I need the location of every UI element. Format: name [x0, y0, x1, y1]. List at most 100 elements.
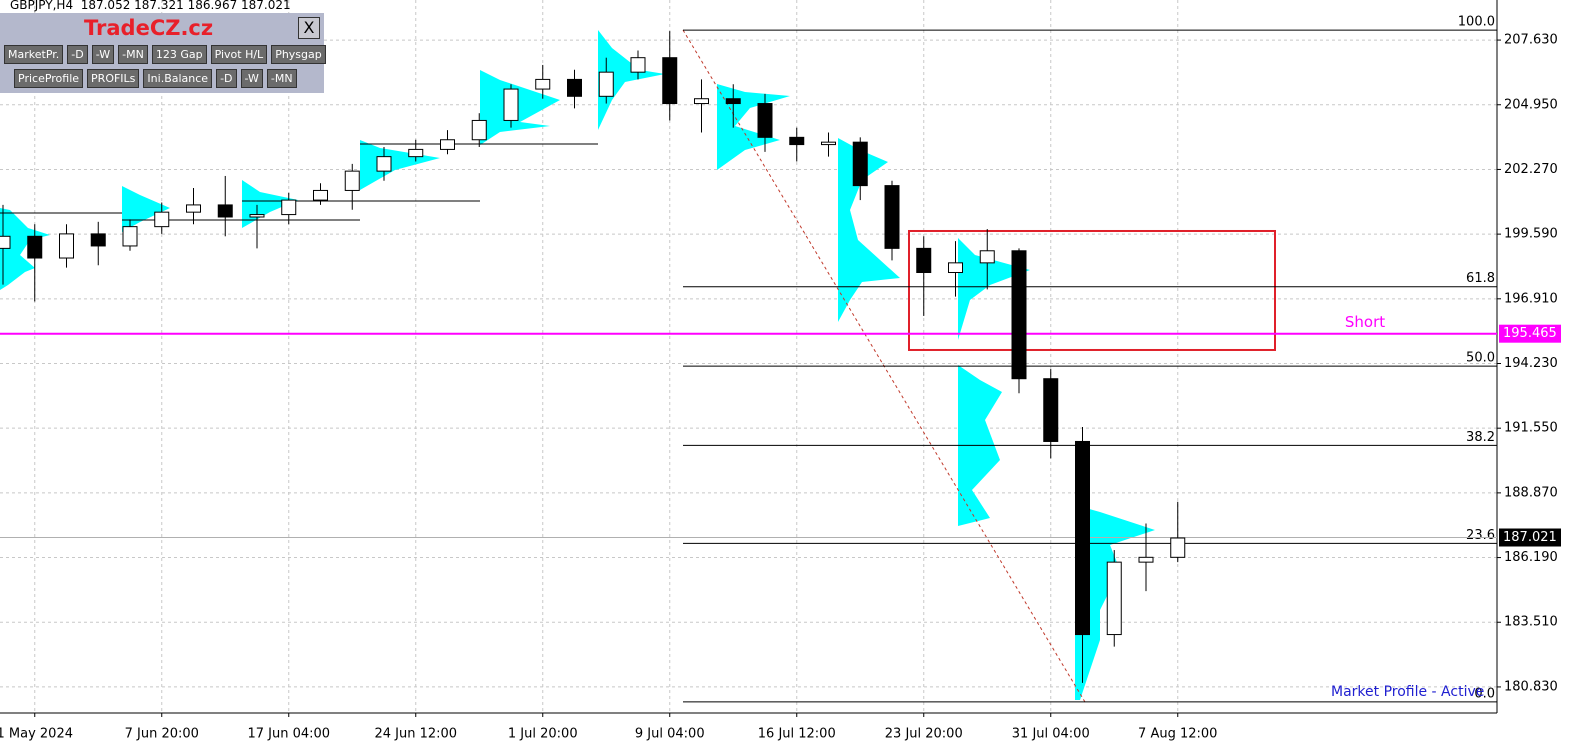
- candle-body: [1043, 378, 1059, 442]
- candle-body: [1011, 250, 1027, 380]
- y-tick-label: 188.870: [1504, 485, 1558, 500]
- candle-body: [821, 141, 836, 146]
- candle-body: [408, 148, 424, 158]
- panel-button[interactable]: 123 Gap: [151, 45, 207, 64]
- panel-button[interactable]: -W: [91, 45, 115, 64]
- button-row: PriceProfile PROFILs Ini.Balance -D -W -MN: [14, 69, 297, 88]
- profile: [360, 140, 440, 190]
- candle-body: [27, 235, 43, 259]
- x-tick-label: 7 Jun 20:00: [125, 727, 199, 742]
- profile: [0, 208, 50, 290]
- candle-body: [884, 185, 900, 249]
- y-tick-label: 183.510: [1504, 615, 1558, 630]
- symbol-header: GBPJPY,H4 187.052 187.321 186.967 187.02…: [10, 0, 291, 12]
- price-tag: [1499, 324, 1561, 343]
- candle-body: [122, 226, 138, 247]
- candle-body: [694, 98, 709, 105]
- candle-body: [1075, 440, 1090, 636]
- panel-button[interactable]: PriceProfile: [14, 69, 84, 88]
- panel-button[interactable]: Physgap: [271, 45, 326, 64]
- profile: [598, 30, 665, 130]
- candle-body: [567, 78, 582, 97]
- candle-body: [281, 199, 297, 216]
- candle-body: [789, 136, 805, 146]
- candle-body: [471, 119, 487, 141]
- panel-button[interactable]: MarketPr.: [4, 45, 64, 64]
- panel-button[interactable]: -MN: [266, 69, 297, 88]
- candle-body: [344, 170, 360, 191]
- profile: [1075, 505, 1155, 700]
- candle-body: [979, 250, 995, 264]
- price-tag: [1499, 528, 1561, 547]
- candle-body: [852, 141, 868, 187]
- fib-label: 0.0: [1474, 686, 1495, 701]
- candle-body: [217, 204, 233, 218]
- grid: [0, 0, 1497, 713]
- candle-body: [630, 57, 646, 73]
- zone-box: [908, 229, 1276, 351]
- candle-body: [1138, 556, 1154, 563]
- button-row: MarketPr. -D -W -MN 123 Gap Pivot H/L Physgap: [4, 45, 326, 64]
- y-tick-label: 191.550: [1504, 421, 1558, 436]
- candle-body: [725, 98, 741, 105]
- fib-label: 100.0: [1458, 15, 1495, 30]
- y-tick-label: 199.590: [1504, 227, 1558, 242]
- fib-label: 61.8: [1466, 271, 1495, 286]
- candle-body: [598, 71, 614, 97]
- y-tick-label: 194.230: [1504, 356, 1558, 371]
- candle-body: [313, 189, 328, 201]
- status-label: Market Profile - Active: [1331, 684, 1485, 700]
- candle-body: [186, 204, 201, 213]
- close-button[interactable]: X: [298, 17, 320, 39]
- y-tick-label: 186.190: [1504, 550, 1558, 565]
- candle-body: [757, 103, 773, 138]
- price-tag-label: 195.465: [1503, 326, 1557, 341]
- x-tick-label: 31 Jul 04:00: [1012, 727, 1090, 742]
- panel-button[interactable]: -D: [216, 69, 237, 88]
- candle-body: [916, 247, 932, 274]
- x-tick-label: 7 Aug 12:00: [1138, 727, 1217, 742]
- x-tick-label: 17 Jun 04:00: [247, 727, 330, 742]
- profile: [480, 70, 560, 145]
- candle-body: [1170, 537, 1186, 558]
- panel-button[interactable]: -MN: [118, 45, 148, 64]
- price-tag-label: 187.021: [1503, 530, 1557, 545]
- profile: [717, 84, 790, 170]
- candle-body: [90, 233, 106, 247]
- panel-button[interactable]: -W: [240, 69, 263, 88]
- candle-body: [376, 156, 392, 172]
- value-area-lines: [0, 143, 598, 221]
- panel-button[interactable]: -D: [67, 45, 88, 64]
- x-tick-label: 16 Jul 12:00: [758, 727, 836, 742]
- candle-body: [154, 211, 170, 228]
- candle-body: [59, 233, 74, 259]
- y-tick-label: 196.910: [1504, 291, 1558, 306]
- candle-body: [440, 139, 455, 150]
- y-tick-label: 202.270: [1504, 162, 1558, 177]
- candle-body: [662, 57, 678, 105]
- profile: [958, 238, 1030, 340]
- brand: TradeCZ.cz: [84, 16, 214, 40]
- fib-label: 50.0: [1466, 351, 1495, 366]
- x-tick-label: 23 Jul 20:00: [885, 727, 963, 742]
- market-profiles: [0, 30, 1155, 700]
- fib-label: 23.6: [1466, 528, 1495, 543]
- panel-button[interactable]: Ini.Balance: [143, 69, 213, 88]
- candle-body: [249, 214, 265, 218]
- x-tick-label: 1 May 2024: [0, 727, 73, 742]
- x-tick-label: 1 Jul 20:00: [508, 727, 578, 742]
- short-label: Short: [1345, 313, 1385, 331]
- x-tick-label: 9 Jul 04:00: [635, 727, 705, 742]
- x-tick-label: 24 Jun 12:00: [374, 727, 457, 742]
- fib-label: 38.2: [1466, 430, 1495, 445]
- y-tick-label: 180.830: [1504, 679, 1558, 694]
- candle-body: [535, 78, 551, 90]
- candle-body: [0, 235, 11, 249]
- y-tick-label: 204.950: [1504, 97, 1558, 112]
- panel-button[interactable]: Pivot H/L: [210, 45, 268, 64]
- panel-button[interactable]: PROFILs: [87, 69, 140, 88]
- candle-body: [948, 262, 963, 274]
- tool-panel: TradeCZ.cz X MarketPr. -D -W -MN 123 Gap Pivo…: [0, 13, 326, 93]
